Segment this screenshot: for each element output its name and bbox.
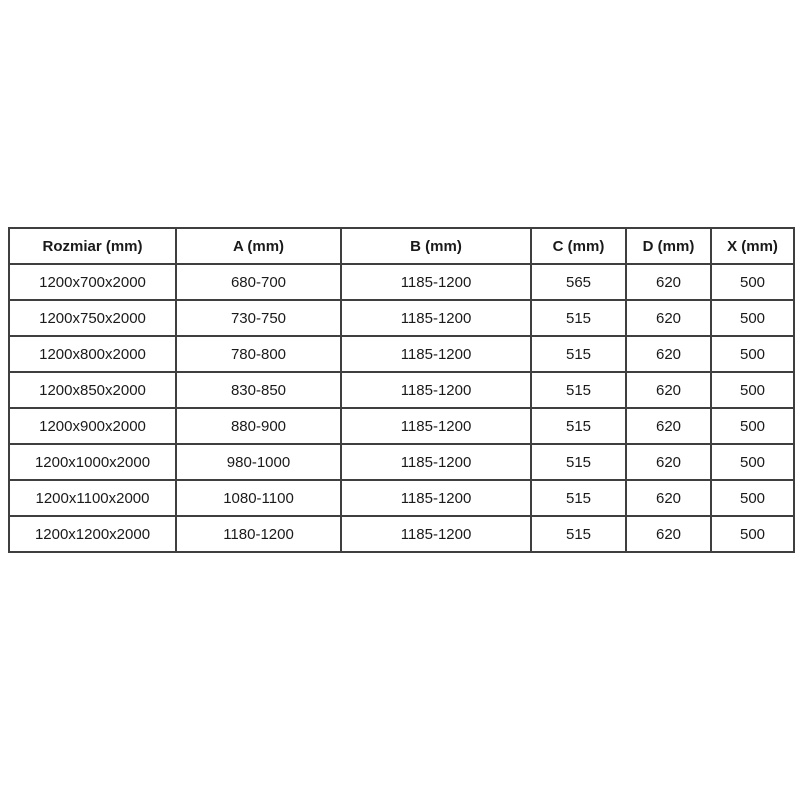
table-row: 1200x900x2000 880-900 1185-1200 515 620 500 bbox=[8, 407, 795, 445]
column-header: A (mm) bbox=[175, 227, 342, 265]
table-cell: 515 bbox=[530, 515, 627, 553]
table-cell: 500 bbox=[710, 515, 795, 553]
table-cell: 680-700 bbox=[175, 263, 342, 301]
table-cell: 500 bbox=[710, 335, 795, 373]
column-header: X (mm) bbox=[710, 227, 795, 265]
table-cell: 1185-1200 bbox=[340, 299, 532, 337]
table-row: 1200x750x2000 730-750 1185-1200 515 620 500 bbox=[8, 299, 795, 337]
table-cell: 1200x1000x2000 bbox=[8, 443, 177, 481]
table-cell: 620 bbox=[625, 515, 712, 553]
table-cell: 515 bbox=[530, 335, 627, 373]
table-cell: 1185-1200 bbox=[340, 263, 532, 301]
table-cell: 620 bbox=[625, 407, 712, 445]
column-header: Rozmiar (mm) bbox=[8, 227, 177, 265]
table-cell: 1185-1200 bbox=[340, 335, 532, 373]
table-cell: 1200x1100x2000 bbox=[8, 479, 177, 517]
table-cell: 830-850 bbox=[175, 371, 342, 409]
column-header: D (mm) bbox=[625, 227, 712, 265]
table-cell: 620 bbox=[625, 371, 712, 409]
table-cell: 1200x850x2000 bbox=[8, 371, 177, 409]
table-row: 1200x1000x2000 980-1000 1185-1200 515 620 500 bbox=[8, 443, 795, 481]
table-cell: 880-900 bbox=[175, 407, 342, 445]
table-cell: 515 bbox=[530, 443, 627, 481]
table-cell: 500 bbox=[710, 407, 795, 445]
table-cell: 620 bbox=[625, 443, 712, 481]
column-header: B (mm) bbox=[340, 227, 532, 265]
table-row: 1200x1200x2000 1180-1200 1185-1200 515 620 50… bbox=[8, 515, 795, 553]
table-cell: 500 bbox=[710, 371, 795, 409]
table-cell: 1185-1200 bbox=[340, 443, 532, 481]
table-cell: 515 bbox=[530, 407, 627, 445]
table-cell: 500 bbox=[710, 443, 795, 481]
table-cell: 1200x700x2000 bbox=[8, 263, 177, 301]
table-cell: 1200x750x2000 bbox=[8, 299, 177, 337]
table-cell: 1200x800x2000 bbox=[8, 335, 177, 373]
table-cell: 515 bbox=[530, 299, 627, 337]
table-cell: 500 bbox=[710, 479, 795, 517]
table-cell: 620 bbox=[625, 299, 712, 337]
table-header-row: Rozmiar (mm) A (mm) B (mm) C (mm) D (mm) X (m… bbox=[8, 227, 795, 265]
table-cell: 780-800 bbox=[175, 335, 342, 373]
table-cell: 515 bbox=[530, 371, 627, 409]
table-cell: 1080-1100 bbox=[175, 479, 342, 517]
table-cell: 1200x1200x2000 bbox=[8, 515, 177, 553]
size-spec-table: Rozmiar (mm) A (mm) B (mm) C (mm) D (mm) X (m… bbox=[8, 227, 795, 553]
table-cell: 1185-1200 bbox=[340, 371, 532, 409]
size-spec-table-container: Rozmiar (mm) A (mm) B (mm) C (mm) D (mm) X (m… bbox=[8, 227, 795, 553]
table-cell: 500 bbox=[710, 299, 795, 337]
table-cell: 1200x900x2000 bbox=[8, 407, 177, 445]
table-cell: 1185-1200 bbox=[340, 407, 532, 445]
table-cell: 620 bbox=[625, 335, 712, 373]
table-cell: 1185-1200 bbox=[340, 515, 532, 553]
table-row: 1200x700x2000 680-700 1185-1200 565 620 500 bbox=[8, 263, 795, 301]
table-cell: 620 bbox=[625, 263, 712, 301]
table-cell: 515 bbox=[530, 479, 627, 517]
table-row: 1200x800x2000 780-800 1185-1200 515 620 500 bbox=[8, 335, 795, 373]
table-cell: 565 bbox=[530, 263, 627, 301]
table-cell: 980-1000 bbox=[175, 443, 342, 481]
table-row: 1200x850x2000 830-850 1185-1200 515 620 500 bbox=[8, 371, 795, 409]
column-header: C (mm) bbox=[530, 227, 627, 265]
table-row: 1200x1100x2000 1080-1100 1185-1200 515 620 50… bbox=[8, 479, 795, 517]
table-cell: 1185-1200 bbox=[340, 479, 532, 517]
table-cell: 730-750 bbox=[175, 299, 342, 337]
table-body: 1200x700x2000 680-700 1185-1200 565 620 500 12… bbox=[8, 263, 795, 553]
table-cell: 500 bbox=[710, 263, 795, 301]
table-cell: 620 bbox=[625, 479, 712, 517]
table-cell: 1180-1200 bbox=[175, 515, 342, 553]
